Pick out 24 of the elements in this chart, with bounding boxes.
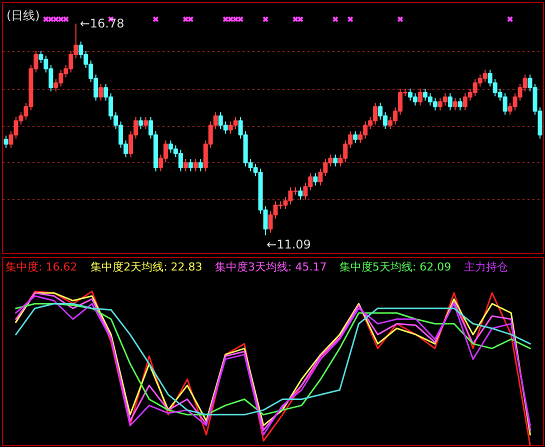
candlestick bbox=[98, 83, 104, 102]
candlestick bbox=[183, 158, 188, 172]
text: 集中度2天均线: 22.83 bbox=[90, 260, 202, 274]
candlestick bbox=[138, 116, 143, 130]
text: 集中度: 16.62 bbox=[6, 260, 78, 274]
candlestick bbox=[353, 130, 358, 144]
annotation: ←16.78 bbox=[80, 16, 124, 31]
candlestick bbox=[418, 88, 422, 106]
candlestick bbox=[458, 98, 462, 111]
candlestick bbox=[298, 186, 303, 200]
text: 集中度3天均线: 45.17 bbox=[215, 260, 327, 274]
candlestick bbox=[452, 98, 458, 111]
candlestick bbox=[313, 172, 318, 186]
text: 主力持仓 bbox=[464, 260, 508, 274]
candlestick bbox=[193, 158, 198, 172]
candlestick bbox=[4, 135, 8, 148]
candlestick bbox=[143, 116, 148, 130]
candlestick bbox=[333, 154, 338, 167]
candlestick bbox=[448, 92, 452, 111]
text: 集中度5天均线: 62.09 bbox=[339, 260, 452, 274]
annotation: ←11.09 bbox=[266, 237, 311, 252]
candlestick bbox=[188, 158, 193, 172]
candlestick bbox=[198, 158, 203, 172]
text: (日线) bbox=[6, 8, 40, 22]
